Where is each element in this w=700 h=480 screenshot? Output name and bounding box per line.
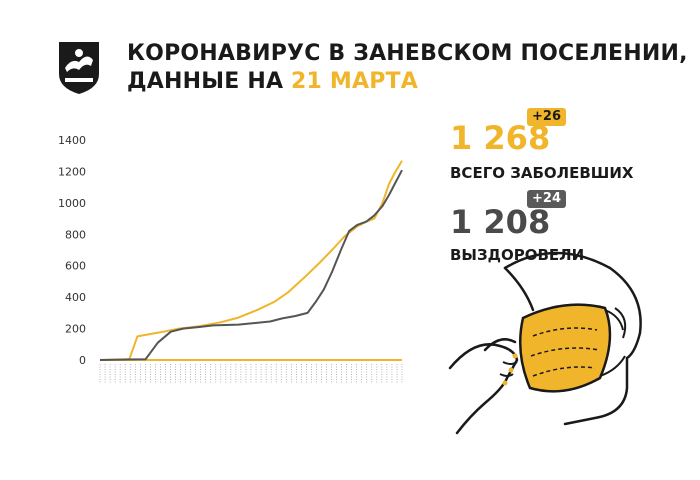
recovered-value: 1 208	[450, 203, 551, 241]
y-tick-label: 1400	[58, 134, 86, 147]
recovered-delta-badge: +24	[527, 190, 566, 208]
title-prefix: ДАННЫЕ НА	[127, 69, 284, 94]
page-title: КОРОНАВИРУС В ЗАНЕВСКОМ ПОСЕЛЕНИИ, ДАННЫ…	[127, 40, 688, 96]
cases-line-chart: 0 200 400 600 800 1000 1200 1400	[58, 134, 403, 384]
y-tick-label: 1000	[58, 197, 86, 210]
total-cases-value: 1 268	[450, 119, 551, 157]
coat-of-arms-logo	[57, 40, 101, 96]
series-line-cases	[99, 160, 403, 361]
masked-face-illustration	[445, 238, 655, 438]
y-tick-label: 200	[65, 323, 86, 336]
y-tick-label: 400	[65, 291, 86, 304]
y-tick-label: 0	[79, 354, 86, 367]
y-tick-label: 800	[65, 228, 86, 241]
series-line-recovered	[99, 169, 403, 361]
title-line-2: ДАННЫЕ НА 21 МАРТА	[127, 68, 688, 96]
title-date: 21 МАРТА	[291, 69, 418, 94]
title-line-1: КОРОНАВИРУС В ЗАНЕВСКОМ ПОСЕЛЕНИИ,	[127, 41, 688, 66]
y-tick-label: 1200	[58, 165, 86, 178]
y-tick-label: 600	[65, 260, 86, 273]
total-cases-delta-badge: +26	[527, 108, 566, 126]
recovered-label: ВЫЗДОРОВЕЛИ	[450, 246, 585, 264]
total-cases-label: ВСЕГО ЗАБОЛЕВШИХ	[450, 164, 634, 182]
